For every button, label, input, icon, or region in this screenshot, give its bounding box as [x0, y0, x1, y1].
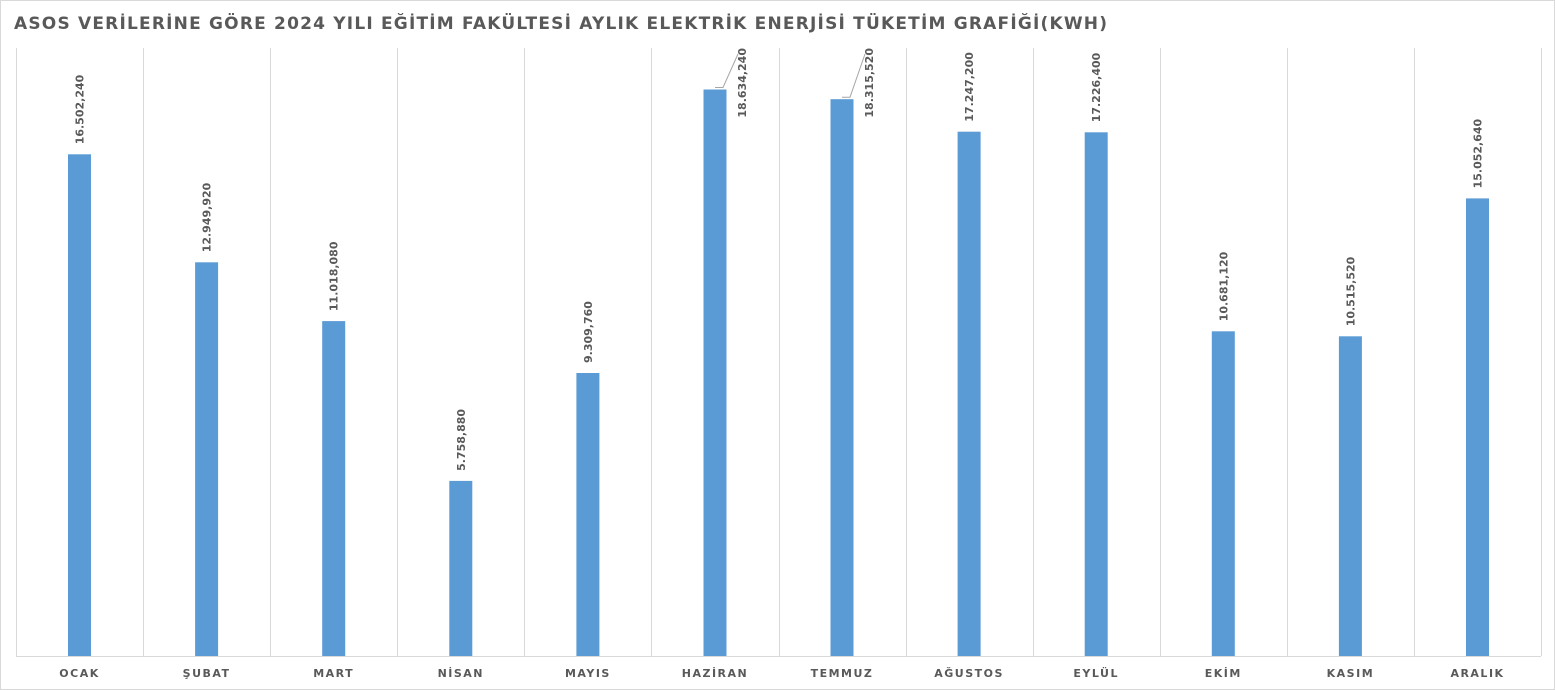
bar-4 — [576, 373, 600, 656]
x-tick-label-2: MART — [313, 667, 354, 680]
bar-8 — [1084, 132, 1108, 657]
data-label-2: 11.018,080 — [328, 241, 341, 311]
bar-1 — [195, 262, 219, 656]
x-tick-label-1: ŞUBAT — [183, 667, 231, 680]
data-label-5: 18.634,240 — [736, 48, 749, 118]
bar-9 — [1211, 331, 1235, 656]
x-tick-label-4: MAYIS — [565, 667, 611, 680]
x-tick-label-3: NİSAN — [438, 666, 484, 680]
bar-6 — [830, 99, 854, 656]
data-label-leader-6 — [842, 53, 866, 98]
data-label-4: 9.309,760 — [582, 301, 595, 363]
data-label-1: 12.949,920 — [201, 182, 214, 252]
x-tick-label-11: ARALIK — [1450, 667, 1504, 680]
data-label-8: 17.226,400 — [1090, 52, 1103, 122]
data-label-3: 5.758,880 — [455, 409, 468, 471]
data-label-leader-5 — [715, 53, 739, 88]
data-label-0: 16.502,240 — [74, 74, 87, 144]
data-label-6: 18.315,520 — [863, 48, 876, 118]
bar-5 — [703, 89, 727, 656]
x-tick-label-10: KASIM — [1327, 667, 1375, 680]
bar-7 — [957, 131, 981, 656]
x-tick-label-6: TEMMUZ — [811, 667, 874, 680]
x-tick-label-7: AĞUSTOS — [934, 667, 1004, 680]
x-tick-label-8: EYLÜL — [1073, 666, 1119, 680]
data-labels: 16.502,240 12.949,920 11.018,080 5.758,880 9… — [74, 48, 1485, 471]
bar-11 — [1466, 198, 1489, 656]
data-label-10: 10.515,520 — [1344, 256, 1357, 326]
data-label-7: 17.247,200 — [963, 52, 976, 122]
data-label-11: 15.052,640 — [1472, 118, 1485, 188]
gridlines — [16, 48, 1542, 656]
chart-title: ASOS VERİLERİNE GÖRE 2024 YILI EĞİTİM FA… — [14, 14, 1109, 34]
bars — [68, 89, 1489, 657]
x-tick-label-0: OCAK — [59, 667, 99, 680]
data-label-9: 10.681,120 — [1217, 251, 1230, 321]
x-tick-label-9: EKİM — [1205, 666, 1242, 680]
bar-3 — [449, 480, 473, 656]
x-axis-tick-labels: OCAK ŞUBAT MART NİSAN MAYIS HAZİRAN TEMMUZ AĞUS… — [59, 666, 1504, 680]
bar-2 — [322, 321, 346, 656]
x-tick-label-5: HAZİRAN — [682, 666, 748, 680]
bar-10 — [1338, 336, 1362, 656]
bar-0 — [68, 154, 91, 657]
